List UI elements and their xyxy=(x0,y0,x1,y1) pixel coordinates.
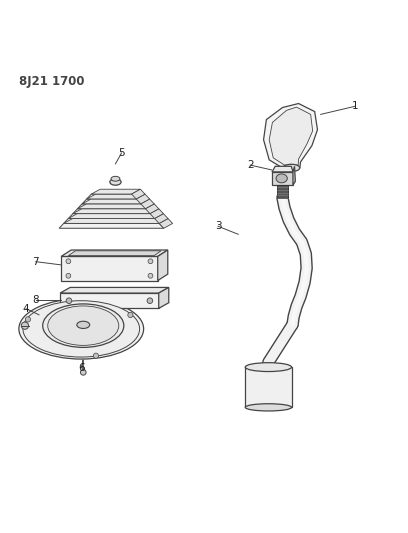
Polygon shape xyxy=(136,194,150,204)
Text: 5: 5 xyxy=(118,148,125,158)
Ellipse shape xyxy=(276,174,287,183)
Text: 8: 8 xyxy=(33,295,39,304)
Ellipse shape xyxy=(19,298,144,359)
Circle shape xyxy=(148,259,153,264)
Polygon shape xyxy=(87,194,136,199)
Circle shape xyxy=(93,353,99,358)
Ellipse shape xyxy=(43,304,124,348)
Circle shape xyxy=(25,317,31,322)
Ellipse shape xyxy=(48,306,119,345)
Polygon shape xyxy=(155,214,168,223)
Text: 4: 4 xyxy=(23,304,29,314)
Polygon shape xyxy=(61,256,158,280)
Polygon shape xyxy=(245,367,292,407)
Polygon shape xyxy=(91,189,140,194)
Text: 2: 2 xyxy=(247,160,254,170)
Text: 1: 1 xyxy=(352,101,358,111)
Text: 7: 7 xyxy=(33,257,39,266)
Circle shape xyxy=(66,273,71,278)
Polygon shape xyxy=(59,223,164,228)
Ellipse shape xyxy=(245,362,292,372)
Polygon shape xyxy=(73,209,159,214)
Polygon shape xyxy=(277,185,288,198)
Circle shape xyxy=(147,298,153,303)
Circle shape xyxy=(66,298,72,303)
Ellipse shape xyxy=(245,403,292,411)
Polygon shape xyxy=(82,199,150,204)
Polygon shape xyxy=(150,209,164,219)
Ellipse shape xyxy=(110,179,121,185)
Polygon shape xyxy=(293,166,295,185)
Polygon shape xyxy=(82,199,141,204)
Text: 8J21 1700: 8J21 1700 xyxy=(19,75,84,88)
Polygon shape xyxy=(145,204,159,214)
Polygon shape xyxy=(264,103,317,168)
Polygon shape xyxy=(61,250,168,256)
Polygon shape xyxy=(141,199,154,209)
Polygon shape xyxy=(69,251,161,256)
Circle shape xyxy=(128,312,133,318)
Polygon shape xyxy=(68,214,155,219)
Polygon shape xyxy=(78,204,145,209)
Circle shape xyxy=(80,369,86,375)
Polygon shape xyxy=(60,287,169,293)
Polygon shape xyxy=(159,219,173,228)
Polygon shape xyxy=(64,219,168,223)
Polygon shape xyxy=(272,172,293,185)
Text: 3: 3 xyxy=(215,221,222,231)
Ellipse shape xyxy=(23,301,140,357)
Polygon shape xyxy=(272,166,293,172)
Text: 6: 6 xyxy=(78,363,84,373)
Polygon shape xyxy=(158,250,168,280)
Circle shape xyxy=(21,322,29,329)
Polygon shape xyxy=(60,293,159,309)
Polygon shape xyxy=(87,194,145,199)
Polygon shape xyxy=(269,107,313,165)
Polygon shape xyxy=(159,287,169,309)
Ellipse shape xyxy=(77,321,90,328)
Circle shape xyxy=(66,259,71,264)
Polygon shape xyxy=(64,219,159,223)
Polygon shape xyxy=(68,214,164,219)
Circle shape xyxy=(148,273,153,278)
Polygon shape xyxy=(78,204,154,209)
Ellipse shape xyxy=(111,176,120,181)
Polygon shape xyxy=(73,209,150,214)
Ellipse shape xyxy=(283,164,300,172)
Polygon shape xyxy=(131,189,145,199)
